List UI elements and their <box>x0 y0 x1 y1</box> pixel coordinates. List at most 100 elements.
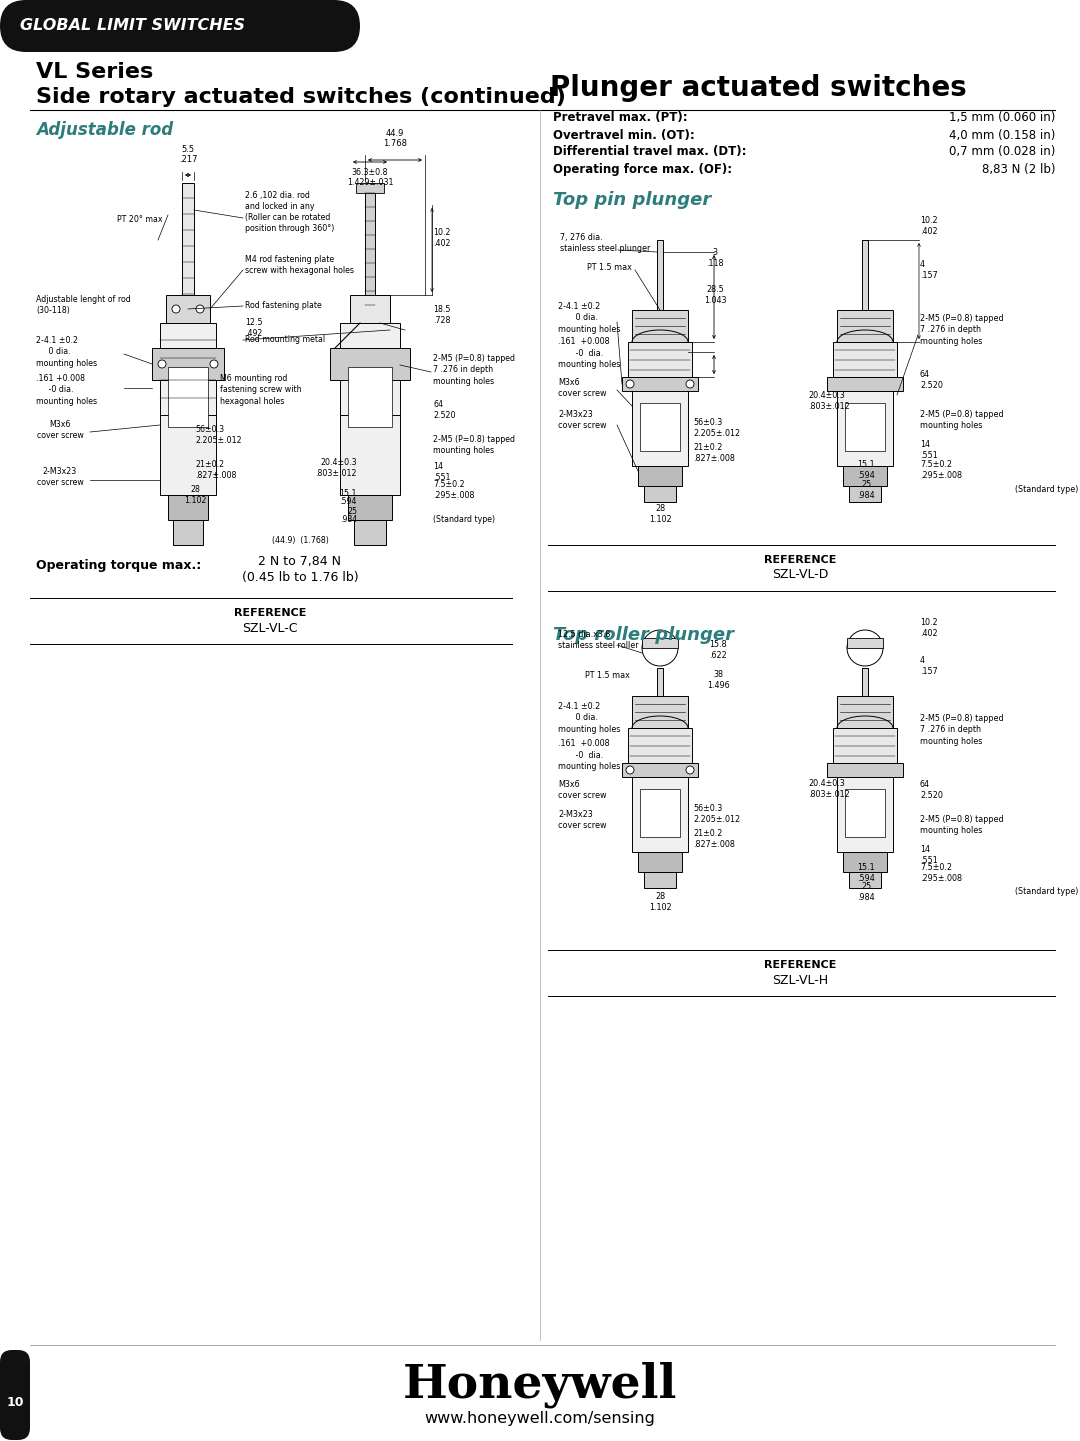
Circle shape <box>626 767 634 774</box>
Bar <box>837 391 893 465</box>
Circle shape <box>210 360 218 367</box>
Text: 21±0.2
.827±.008: 21±0.2 .827±.008 <box>195 460 237 480</box>
Text: SZL-VL-H: SZL-VL-H <box>772 974 828 987</box>
Circle shape <box>847 630 883 666</box>
Text: 64
2.520: 64 2.520 <box>920 370 943 391</box>
Bar <box>340 323 400 415</box>
Bar <box>632 777 688 852</box>
Bar <box>638 465 681 486</box>
Bar <box>627 342 692 378</box>
Text: 12.5
.492: 12.5 .492 <box>245 318 262 339</box>
Bar <box>350 295 390 323</box>
Text: 10.2
.402: 10.2 .402 <box>433 228 450 248</box>
Text: 36.3±0.8
1.429±.031: 36.3±0.8 1.429±.031 <box>347 169 393 187</box>
Bar <box>849 872 881 888</box>
Text: 28
1.102: 28 1.102 <box>649 892 672 912</box>
Text: 14
.551: 14 .551 <box>920 844 937 865</box>
Bar <box>845 790 885 837</box>
Circle shape <box>686 767 694 774</box>
Text: 15.1: 15.1 <box>339 488 357 497</box>
Text: 56±0.3
2.205±.012: 56±0.3 2.205±.012 <box>195 425 242 445</box>
Text: 10.2
.402: 10.2 .402 <box>920 618 937 638</box>
Bar <box>644 486 676 501</box>
Circle shape <box>686 380 694 388</box>
Text: 21±0.2
.827±.008: 21±0.2 .827±.008 <box>693 829 734 849</box>
Text: Operating force max. (OF):: Operating force max. (OF): <box>553 163 732 176</box>
Bar <box>632 310 688 342</box>
Text: 44.9
1.768: 44.9 1.768 <box>383 128 407 148</box>
Text: 2-M5 (P=0.8) tapped
7 .276 in depth
mounting holes: 2-M5 (P=0.8) tapped 7 .276 in depth moun… <box>920 715 1003 745</box>
Bar <box>622 378 698 391</box>
Text: Overtravel min. (OT):: Overtravel min. (OT): <box>553 128 694 141</box>
Bar <box>843 852 887 872</box>
Text: (44.9)  (1.768): (44.9) (1.768) <box>272 536 328 545</box>
Text: 3
.118: 3 .118 <box>706 248 724 268</box>
Text: 28.5
1.043: 28.5 1.043 <box>704 285 726 305</box>
Text: 7.5±0.2
.295±.008: 7.5±0.2 .295±.008 <box>920 863 962 883</box>
Text: 20.4±0.3
.803±.012: 20.4±0.3 .803±.012 <box>315 458 357 478</box>
Bar <box>348 496 392 520</box>
Bar <box>657 241 663 310</box>
Circle shape <box>172 305 180 313</box>
Bar <box>340 415 400 496</box>
Text: M3x6
cover screw: M3x6 cover screw <box>558 378 607 398</box>
Bar <box>160 415 216 496</box>
Bar <box>356 183 384 193</box>
Bar <box>354 520 386 545</box>
Text: 2-M5 (P=0.8) tapped
mounting holes: 2-M5 (P=0.8) tapped mounting holes <box>920 816 1003 834</box>
Bar <box>862 241 868 310</box>
Bar <box>627 728 692 762</box>
Text: 28
1.102: 28 1.102 <box>184 486 206 504</box>
Text: 20.4±0.3
.803±.012: 20.4±0.3 .803±.012 <box>808 780 850 800</box>
Text: 15.8
.622: 15.8 .622 <box>710 640 727 660</box>
Bar <box>365 183 375 323</box>
Bar <box>640 790 680 837</box>
Bar <box>160 323 216 415</box>
Text: 2-M5 (P=0.8) tapped
7 .276 in depth
mounting holes: 2-M5 (P=0.8) tapped 7 .276 in depth moun… <box>433 354 515 386</box>
Text: .161  +0.008
       -0  dia.
mounting holes: .161 +0.008 -0 dia. mounting holes <box>558 739 620 771</box>
Text: 14
.551: 14 .551 <box>920 440 937 460</box>
Bar <box>632 696 688 728</box>
Text: Pretravel max. (PT):: Pretravel max. (PT): <box>553 111 688 124</box>
Text: REFERENCE: REFERENCE <box>764 555 836 565</box>
Bar <box>847 638 883 648</box>
Text: 25: 25 <box>347 507 357 516</box>
Text: (Standard type): (Standard type) <box>433 516 495 525</box>
Text: 28
1.102: 28 1.102 <box>649 504 672 525</box>
Text: 10: 10 <box>6 1396 24 1409</box>
Text: REFERENCE: REFERENCE <box>233 608 307 618</box>
FancyBboxPatch shape <box>0 0 360 52</box>
Text: 2-M5 (P=0.8) tapped
7 .276 in depth
mounting holes: 2-M5 (P=0.8) tapped 7 .276 in depth moun… <box>920 314 1003 346</box>
Text: Differential travel max. (DT):: Differential travel max. (DT): <box>553 146 746 159</box>
Text: 2-M5 (P=0.8) tapped
mounting holes: 2-M5 (P=0.8) tapped mounting holes <box>920 409 1003 429</box>
Text: SZL-VL-D: SZL-VL-D <box>772 569 828 582</box>
Bar <box>183 183 194 316</box>
Text: 2-M3x23
cover screw: 2-M3x23 cover screw <box>558 810 607 830</box>
Text: 2-M5 (P=0.8) tapped
mounting holes: 2-M5 (P=0.8) tapped mounting holes <box>433 435 515 455</box>
Text: 25
.984: 25 .984 <box>858 882 875 902</box>
Circle shape <box>626 380 634 388</box>
Circle shape <box>158 360 166 367</box>
Text: 0,7 mm (0.028 in): 0,7 mm (0.028 in) <box>948 146 1055 159</box>
Text: Adjustable lenght of rod
(30-118): Adjustable lenght of rod (30-118) <box>36 295 131 316</box>
Text: Operating torque max.:: Operating torque max.: <box>36 559 201 572</box>
Text: Adjustable rod: Adjustable rod <box>36 121 173 138</box>
Text: 7.5±0.2
.295±.008: 7.5±0.2 .295±.008 <box>433 480 474 500</box>
Bar <box>168 367 208 427</box>
Text: 8,83 N (2 lb): 8,83 N (2 lb) <box>982 163 1055 176</box>
Bar <box>827 762 903 777</box>
Text: Rod mounting metal: Rod mounting metal <box>245 336 325 344</box>
Bar <box>862 669 868 696</box>
Text: M3x6
cover screw: M3x6 cover screw <box>558 780 607 800</box>
Text: www.honeywell.com/sensing: www.honeywell.com/sensing <box>424 1411 656 1425</box>
Text: 15.1
.594: 15.1 .594 <box>858 863 875 883</box>
Bar <box>330 347 410 380</box>
Text: 2.6 ,102 dia. rod
and locked in any
(Roller can be rotated
position through 360°: 2.6 ,102 dia. rod and locked in any (Rol… <box>245 190 334 233</box>
Text: PT 20° max: PT 20° max <box>118 216 163 225</box>
Text: 2-4.1 ±0.2
       0 dia.
mounting holes: 2-4.1 ±0.2 0 dia. mounting holes <box>558 702 620 733</box>
Text: 14
.551: 14 .551 <box>433 463 450 483</box>
Bar <box>837 310 893 342</box>
Text: 25
.984: 25 .984 <box>858 480 875 500</box>
Bar <box>348 367 392 427</box>
Bar <box>168 496 208 520</box>
